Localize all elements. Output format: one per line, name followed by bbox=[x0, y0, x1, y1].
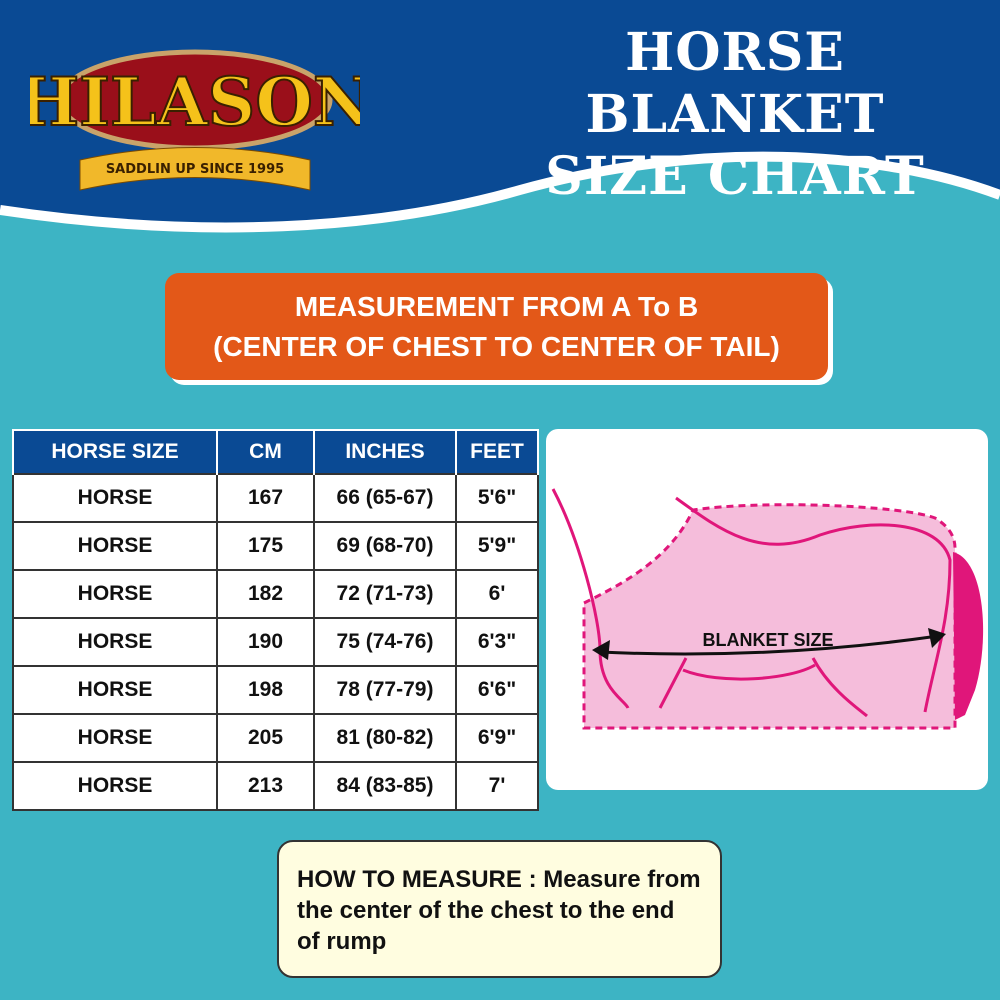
header-feet: FEET bbox=[455, 429, 539, 474]
size-table: HORSE SIZE CM INCHES FEET HORSE 167 66 (65… bbox=[12, 429, 539, 811]
cell-feet: 6'9" bbox=[455, 713, 539, 763]
banner-line-1: MEASUREMENT FROM A To B bbox=[294, 290, 699, 322]
cell-horse-size: HORSE bbox=[12, 761, 218, 811]
table-row: HORSE 205 81 (80-82) 6'9" bbox=[12, 713, 539, 763]
cell-horse-size: HORSE bbox=[12, 521, 218, 571]
cell-feet: 6'6" bbox=[455, 665, 539, 715]
table-row: HORSE 198 78 (77-79) 6'6" bbox=[12, 665, 539, 715]
header-horse-size: HORSE SIZE bbox=[12, 429, 218, 474]
cell-inches: 72 (71-73) bbox=[313, 569, 457, 619]
logo-tagline-text: SADDLIN UP SINCE 1995 bbox=[106, 162, 284, 177]
title-line-2: SIZE CHART bbox=[545, 146, 925, 207]
cell-feet: 6' bbox=[455, 569, 539, 619]
table-row: HORSE 190 75 (74-76) 6'3" bbox=[12, 617, 539, 667]
table-row: HORSE 175 69 (68-70) 5'9" bbox=[12, 521, 539, 571]
cell-inches: 84 (83-85) bbox=[313, 761, 457, 811]
cell-inches: 75 (74-76) bbox=[313, 617, 457, 667]
cell-cm: 190 bbox=[216, 617, 315, 667]
cell-cm: 205 bbox=[216, 713, 315, 763]
table-header-row: HORSE SIZE CM INCHES FEET bbox=[12, 429, 539, 474]
cell-feet: 5'6" bbox=[455, 473, 539, 523]
hilason-logo: HILASON SADDLIN UP SINCE 1995 bbox=[30, 49, 360, 191]
cell-horse-size: HORSE bbox=[12, 617, 218, 667]
logo-brand-text: HILASON bbox=[30, 63, 360, 141]
table-row: HORSE 167 66 (65-67) 5'6" bbox=[12, 473, 539, 523]
cell-feet: 5'9" bbox=[455, 521, 539, 571]
table-row: HORSE 213 84 (83-85) 7' bbox=[12, 761, 539, 811]
header-cm: CM bbox=[216, 429, 315, 474]
header-inches: INCHES bbox=[313, 429, 457, 474]
cell-inches: 78 (77-79) bbox=[313, 665, 457, 715]
cell-horse-size: HORSE bbox=[12, 473, 218, 523]
title-line-1: HORSE BLANKET bbox=[585, 22, 885, 145]
blanket-size-label: BLANKET SIZE bbox=[702, 630, 833, 650]
cell-cm: 213 bbox=[216, 761, 315, 811]
cell-inches: 66 (65-67) bbox=[313, 473, 457, 523]
cell-feet: 7' bbox=[455, 761, 539, 811]
blanket-diagram: BLANKET SIZE bbox=[546, 429, 988, 790]
cell-cm: 182 bbox=[216, 569, 315, 619]
how-to-measure-box: HOW TO MEASURE : Measure from the center… bbox=[277, 840, 722, 978]
cell-horse-size: HORSE bbox=[12, 713, 218, 763]
table-row: HORSE 182 72 (71-73) 6' bbox=[12, 569, 539, 619]
cell-cm: 175 bbox=[216, 521, 315, 571]
cell-cm: 198 bbox=[216, 665, 315, 715]
measurement-banner: MEASUREMENT FROM A To B (CENTER OF CHEST… bbox=[165, 273, 828, 380]
cell-inches: 69 (68-70) bbox=[313, 521, 457, 571]
page-title: HORSE BLANKET SIZE CHART bbox=[480, 22, 990, 208]
cell-feet: 6'3" bbox=[455, 617, 539, 667]
banner-line-2: (CENTER OF CHEST TO CENTER OF TAIL) bbox=[213, 330, 780, 362]
cell-cm: 167 bbox=[216, 473, 315, 523]
cell-horse-size: HORSE bbox=[12, 665, 218, 715]
how-to-measure-text: HOW TO MEASURE : Measure from the center… bbox=[297, 866, 701, 955]
cell-inches: 81 (80-82) bbox=[313, 713, 457, 763]
horse-blanket-illustration: BLANKET SIZE bbox=[551, 488, 984, 730]
cell-horse-size: HORSE bbox=[12, 569, 218, 619]
